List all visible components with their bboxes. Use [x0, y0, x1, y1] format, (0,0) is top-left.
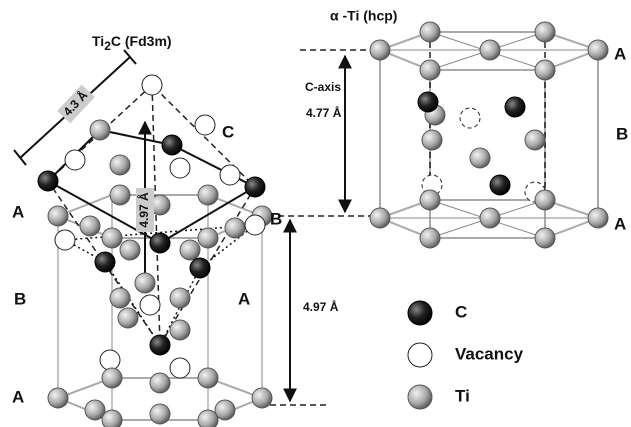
axis-value: 4.77 Å — [306, 105, 342, 120]
ti-atom — [225, 218, 245, 238]
ti-atom — [110, 185, 130, 205]
carbon-atom — [150, 233, 170, 253]
ti-atom — [535, 22, 555, 42]
carbon-atom — [95, 252, 115, 272]
ti-atom — [135, 273, 155, 293]
inner-label: C — [222, 122, 234, 141]
spacing-label: 4.97 Å — [303, 299, 339, 314]
ti-atom — [198, 185, 218, 205]
carbon-atom — [38, 171, 58, 191]
ti-atom — [370, 208, 390, 228]
layer-label: B — [616, 124, 628, 143]
vacancy — [170, 358, 190, 378]
ti-atom — [535, 60, 555, 80]
ti-atom — [420, 60, 440, 80]
carbon-atom — [150, 335, 170, 355]
vacancy — [65, 150, 85, 170]
ti-atom — [102, 368, 122, 388]
title-rest: C (Fd3m) — [111, 33, 172, 49]
ti-atom — [110, 155, 130, 175]
axis-label: C-axis — [305, 80, 341, 94]
ti-atom — [110, 288, 130, 308]
ti-atom — [588, 208, 608, 228]
vertical-label: 4.97 Å — [136, 192, 151, 228]
layer-label: A — [614, 214, 626, 233]
ti-atom — [80, 216, 100, 236]
diagram: Ti2C (Fd3m) 4.3 Å 4.97 Å A B A C B A 4.9… — [0, 0, 631, 427]
vacancy — [408, 343, 432, 367]
layer-label: B — [14, 289, 26, 308]
ti-atom — [535, 190, 555, 210]
ti-atom — [102, 410, 122, 427]
vacancy — [55, 230, 75, 250]
vacancy — [170, 158, 190, 178]
carbon-atom — [505, 97, 525, 117]
ti-atom — [120, 240, 140, 260]
ti-atom — [150, 404, 170, 424]
vacancy — [245, 215, 265, 235]
carbon-atom — [490, 175, 510, 195]
ti-atom — [90, 120, 110, 140]
ti-atom — [198, 410, 218, 427]
ti-atom — [420, 228, 440, 248]
vacancy-dashed — [460, 108, 480, 128]
ti-atom — [252, 388, 272, 408]
vacancy — [140, 295, 160, 315]
vacancy — [100, 350, 120, 370]
ti-atom — [525, 130, 545, 150]
ti-atom — [470, 148, 490, 168]
ti-atom — [480, 40, 500, 60]
ti-atom — [198, 228, 218, 248]
layer-label: A — [614, 44, 626, 63]
right-title: α -Ti (hcp) — [330, 8, 397, 24]
ti-atom — [170, 320, 190, 340]
ti-atom — [370, 40, 390, 60]
carbon-atom — [418, 92, 438, 112]
left-title: Ti2C (Fd3m) — [92, 33, 172, 53]
ti-atom — [408, 385, 432, 409]
vacancy — [220, 165, 240, 185]
ti-atom — [198, 368, 218, 388]
ti-atom — [480, 208, 500, 228]
ti-atom — [422, 130, 442, 150]
ti-atom — [420, 22, 440, 42]
vacancy — [195, 115, 215, 135]
vacancy — [142, 75, 162, 95]
ti-atom — [48, 388, 68, 408]
carbon-atom — [162, 135, 182, 155]
legend-label: C — [455, 302, 467, 321]
inner-label: A — [238, 289, 250, 308]
ti-atom — [420, 190, 440, 210]
title-main: Ti — [92, 33, 104, 49]
ti-atom — [180, 240, 200, 260]
layer-label: A — [12, 202, 24, 221]
carbon-atom — [245, 177, 265, 197]
ti-atom — [102, 228, 122, 248]
ti-atom — [588, 40, 608, 60]
ti-atom — [535, 228, 555, 248]
legend-label: Vacancy — [455, 344, 524, 363]
ti-atom — [118, 308, 138, 328]
ti-atom — [48, 206, 68, 226]
ti-atom — [170, 288, 190, 308]
layer-label: A — [12, 387, 24, 406]
carbon-atom — [190, 258, 210, 278]
legend-label: Ti — [455, 386, 470, 405]
ti-atom — [150, 373, 170, 393]
carbon-atom — [408, 301, 432, 325]
inner-label: B — [270, 209, 282, 228]
